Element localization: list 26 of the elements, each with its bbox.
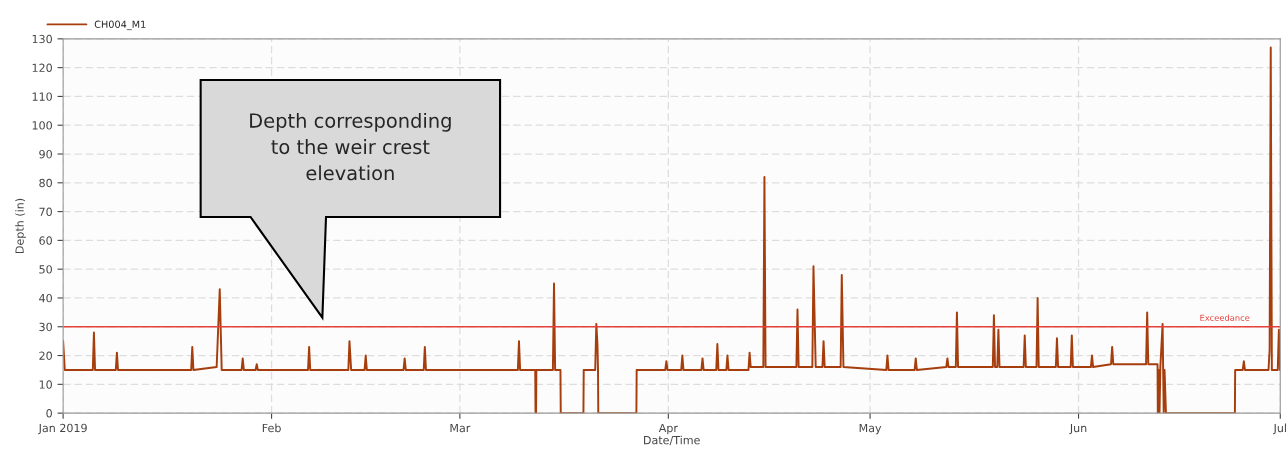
y-tick-label: 80 bbox=[39, 178, 52, 188]
legend-label: CH004_M1 bbox=[94, 20, 146, 31]
y-tick-label: 70 bbox=[39, 207, 52, 216]
y-tick-label: 30 bbox=[39, 322, 52, 332]
annotation: Depth corresponding to the weir crest elevation bbox=[250, 112, 451, 181]
ref-line-label: Exceedance bbox=[1200, 314, 1250, 321]
y-tick-label: 40 bbox=[39, 293, 52, 303]
y-tick-label: 50 bbox=[39, 265, 52, 274]
x-tick-label: May bbox=[859, 423, 882, 435]
y-tick-label: 60 bbox=[39, 236, 52, 245]
x-tick-label: Apr bbox=[658, 423, 678, 435]
y-tick-label: 0 bbox=[46, 409, 52, 418]
y-tick-label: 90 bbox=[39, 149, 52, 159]
x-tick-label: Jun bbox=[1069, 423, 1087, 435]
y-tick-label: 20 bbox=[39, 351, 52, 360]
y-tick-label: 120 bbox=[32, 63, 52, 73]
y-tick-label: 100 bbox=[32, 121, 52, 130]
x-tick-label: Feb bbox=[262, 423, 281, 433]
x-tick-label: Jan 2019 bbox=[38, 423, 87, 435]
y-tick-label: 10 bbox=[39, 380, 52, 389]
y-tick-label: 110 bbox=[32, 92, 52, 101]
x-axis-title: Date/Time bbox=[644, 435, 700, 446]
x-tick-label: Jul bbox=[1272, 423, 1286, 435]
x-tick-label: Mar bbox=[450, 423, 471, 433]
y-tick-label: 130 bbox=[32, 34, 52, 44]
y-axis-title: Depth (in) bbox=[15, 198, 26, 253]
